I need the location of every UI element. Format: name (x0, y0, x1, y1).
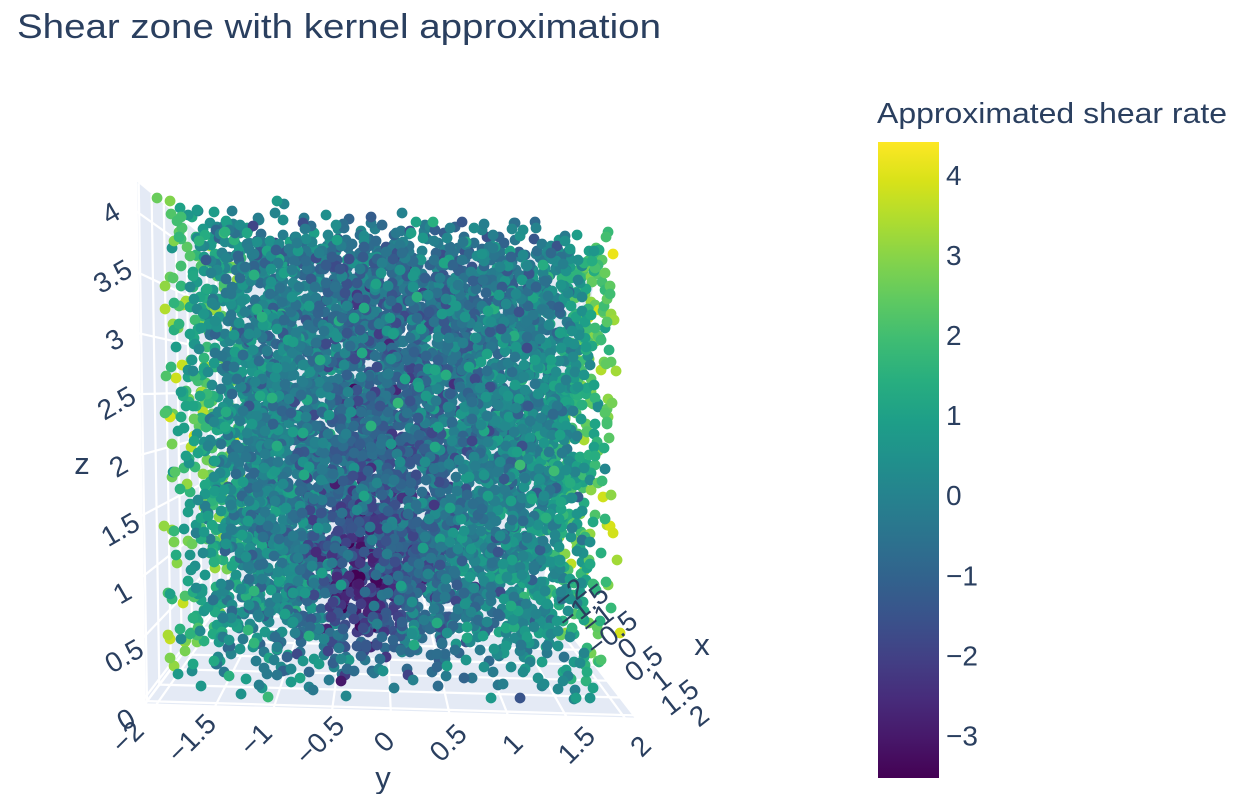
svg-text:y: y (375, 760, 391, 794)
svg-text:−2: −2 (946, 640, 978, 671)
svg-text:Shear zone with kernel approxi: Shear zone with kernel approximation (17, 8, 661, 46)
svg-text:0: 0 (946, 480, 962, 511)
svg-text:Approximated shear rate: Approximated shear rate (877, 98, 1227, 130)
svg-text:−3: −3 (946, 721, 978, 752)
svg-text:1: 1 (946, 400, 962, 431)
svg-text:x: x (694, 627, 710, 662)
svg-text:3: 3 (946, 240, 962, 271)
svg-text:4: 4 (946, 160, 962, 191)
svg-text:2: 2 (946, 320, 962, 351)
svg-text:z: z (74, 446, 90, 481)
svg-text:−1: −1 (946, 560, 978, 591)
